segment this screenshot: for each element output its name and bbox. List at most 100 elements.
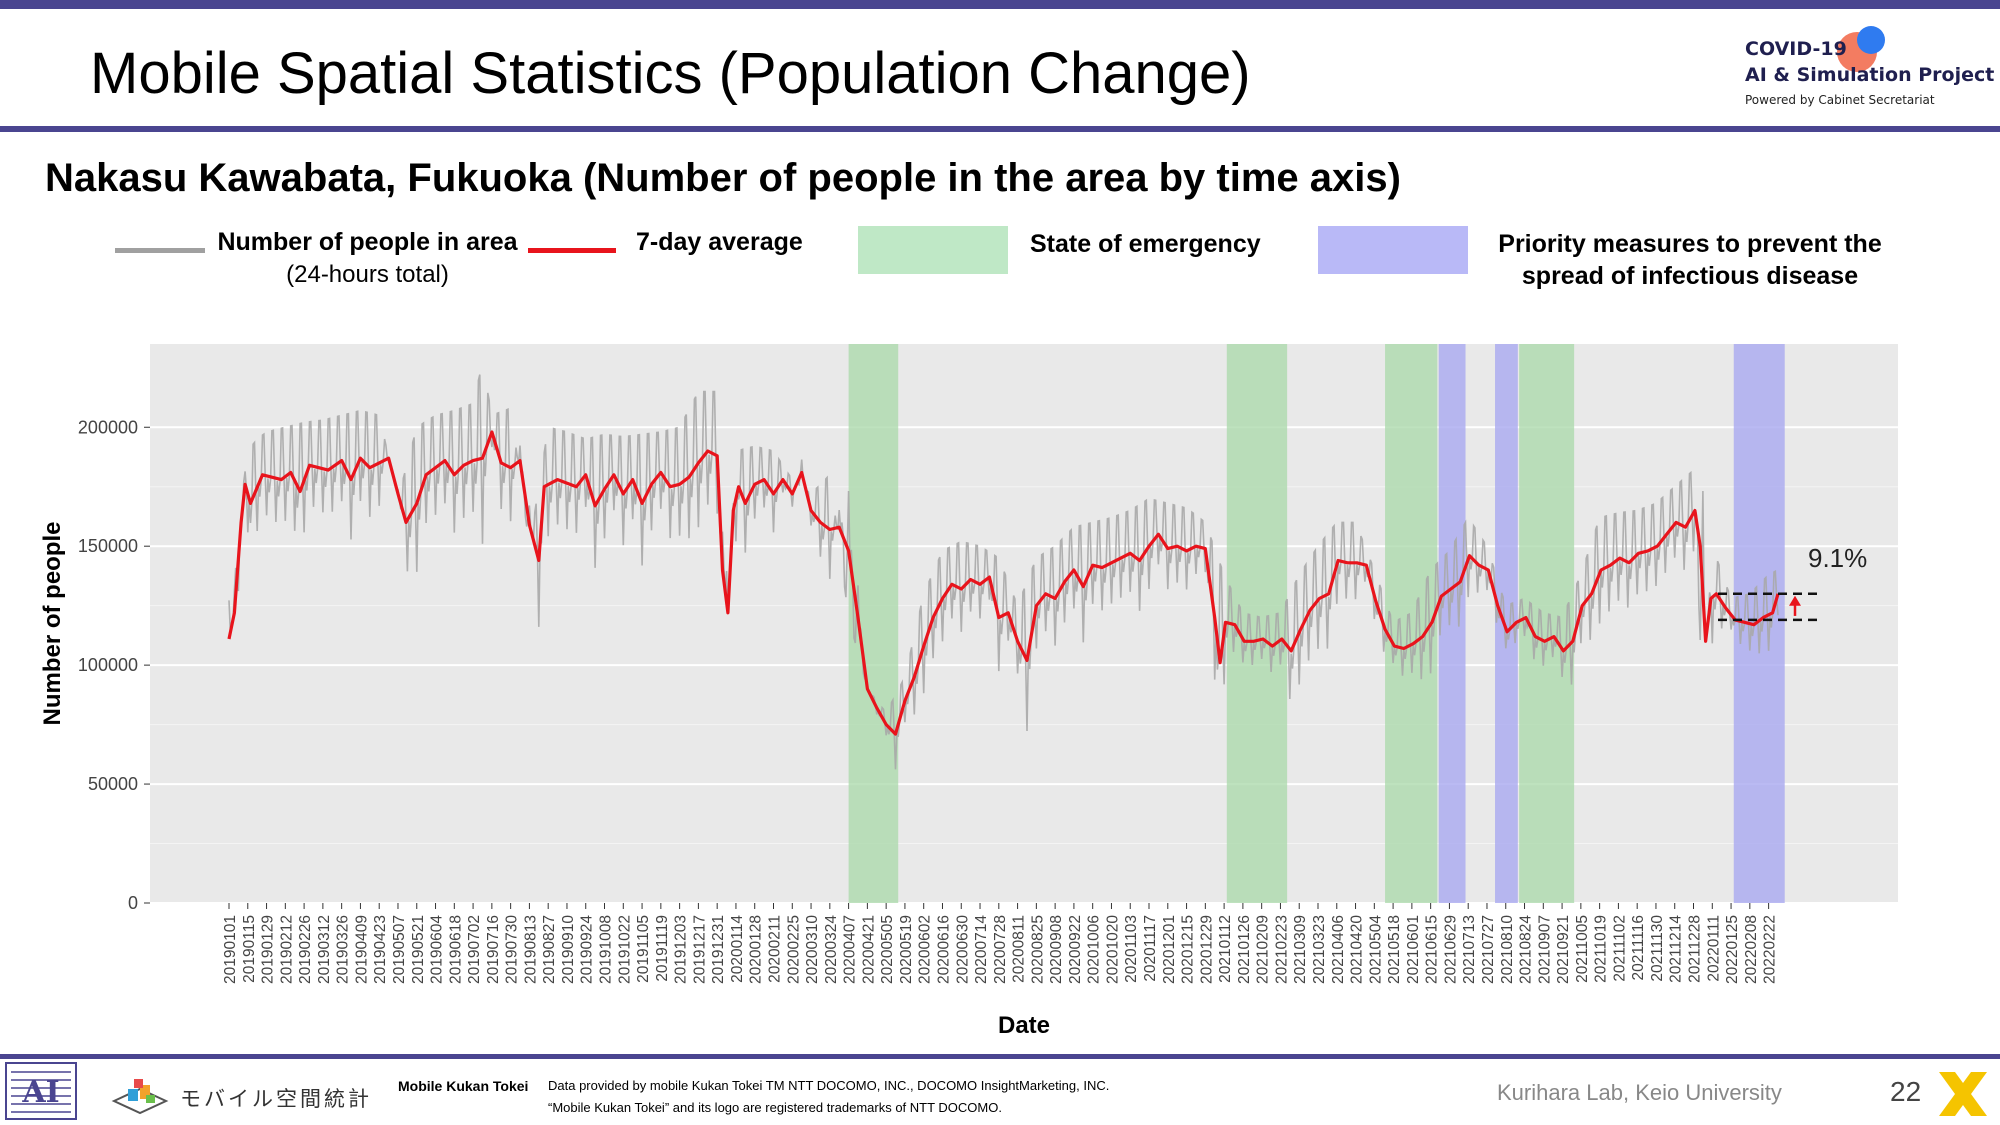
x-tick-label: 20190813 bbox=[522, 915, 539, 984]
series-average-line bbox=[227, 430, 1780, 736]
x-tick-label: 20200211 bbox=[766, 915, 783, 983]
x-tick-label: 20211102 bbox=[1611, 915, 1628, 982]
x-tick-label: 20210907 bbox=[1536, 915, 1553, 984]
legend-priority-label: Priority measures to prevent the spread … bbox=[1498, 230, 1882, 290]
x-tick-label: 20200908 bbox=[1048, 915, 1065, 984]
x-tick-label: 20200310 bbox=[804, 915, 821, 984]
title-divider bbox=[0, 126, 2000, 132]
legend-daily-title: Number of people in area bbox=[217, 228, 518, 256]
x-tick-label: 20200811 bbox=[1011, 915, 1028, 983]
population-chart: 0 50000 100000 150000 200000 20190101 20190115… bbox=[39, 344, 1898, 1039]
x-tick-label: 20200922 bbox=[1067, 915, 1084, 984]
x-tick-label: 20210921 bbox=[1555, 915, 1572, 984]
x-tick-label: 20201006 bbox=[1086, 915, 1103, 984]
x-logo-icon bbox=[1939, 1072, 1987, 1116]
x-tick-label: 20201103 bbox=[1123, 915, 1140, 983]
project-logo: COVID-19 AI & Simulation Project Powered… bbox=[1745, 26, 1994, 115]
x-tick-label: 20190226 bbox=[297, 915, 314, 984]
x-tick-label: 20190212 bbox=[278, 915, 295, 984]
y-tick-label: 0 bbox=[128, 893, 138, 913]
x-axis-label: Date bbox=[998, 1012, 1050, 1039]
logo-blue-dot bbox=[1857, 26, 1885, 54]
x-tick-label: 20190521 bbox=[410, 915, 427, 984]
x-tick-label: 20190730 bbox=[504, 915, 521, 984]
x-tick-label: 20190618 bbox=[447, 915, 464, 984]
x-tick-label: 20190910 bbox=[560, 915, 577, 984]
x-tick-label: 20190716 bbox=[485, 915, 502, 984]
x-tick-label: 20211214 bbox=[1668, 915, 1685, 983]
footer-brand: Mobile Kukan Tokei bbox=[398, 1078, 529, 1094]
cube-icon bbox=[111, 1079, 169, 1115]
x-tick-label: 20201215 bbox=[1180, 915, 1197, 984]
x-tick-label: 20210420 bbox=[1349, 915, 1366, 984]
slide-title: Mobile Spatial Statistics (Population Ch… bbox=[90, 41, 1251, 106]
x-tick-label: 20191217 bbox=[691, 915, 708, 984]
mobile-kukan-tokei-logo: モバイル空間統計 bbox=[110, 1075, 380, 1115]
x-tick-label: 20190924 bbox=[579, 915, 596, 984]
x-tick-label: 20200407 bbox=[842, 915, 859, 984]
x-tick-label: 20191008 bbox=[598, 915, 615, 984]
footer-divider bbox=[0, 1054, 2000, 1059]
legend-daily-swatch bbox=[115, 248, 205, 253]
emergency-band bbox=[848, 344, 899, 903]
project-logo-line1: COVID-19 bbox=[1745, 38, 1847, 60]
x-tick-label: 20190312 bbox=[316, 915, 333, 984]
x-tick-label: 20220208 bbox=[1743, 915, 1760, 984]
footer-lab-name: Kurihara Lab, Keio University bbox=[1497, 1080, 1782, 1105]
x-tick-label: 20200421 bbox=[860, 915, 877, 984]
x-tick-label: 20220111 bbox=[1705, 915, 1722, 982]
priority-band bbox=[1495, 344, 1518, 903]
y-axis-label: Number of people bbox=[39, 521, 66, 725]
x-tick-label: 20201201 bbox=[1161, 915, 1178, 984]
x-tick-label: 20201117 bbox=[1142, 915, 1159, 982]
x-tick-label: 20191105 bbox=[635, 915, 652, 983]
x-tick-label: 20210727 bbox=[1480, 915, 1497, 984]
y-tick-label: 200000 bbox=[78, 417, 138, 437]
x-tick-label: 20200825 bbox=[1029, 915, 1046, 984]
x-tick-label: 20190423 bbox=[372, 915, 389, 984]
x-tick-label: 20210223 bbox=[1273, 915, 1290, 984]
priority-band bbox=[1438, 344, 1466, 903]
footer-trademark-note: “Mobile Kukan Tokei” and its logo are re… bbox=[548, 1100, 1002, 1115]
footer-data-credit: Data provided by mobile Kukan Tokei TM N… bbox=[548, 1078, 1110, 1093]
x-tick-label: 20190115 bbox=[241, 915, 258, 983]
x-tick-label: 20200728 bbox=[992, 915, 1009, 984]
ai-lab-logo: AI bbox=[5, 1062, 77, 1120]
x-tick-label: 20211228 bbox=[1687, 915, 1704, 983]
x-tick-label: 20191119 bbox=[654, 915, 671, 982]
x-tick-label: 20200324 bbox=[823, 915, 840, 984]
x-tick-label: 20210126 bbox=[1236, 915, 1253, 984]
legend-daily-label: Number of people in area (24-hours total… bbox=[215, 226, 520, 291]
plot-background bbox=[150, 344, 1898, 903]
x-tick-label: 20200602 bbox=[917, 915, 934, 984]
x-tick-label: 20200519 bbox=[898, 915, 915, 984]
chart-title: Nakasu Kawabata, Fukuoka (Number of peop… bbox=[45, 156, 1401, 200]
x-tick-label: 20201020 bbox=[1104, 915, 1121, 984]
x-tick-label: 20200114 bbox=[729, 915, 746, 983]
x-tick-label: 20190604 bbox=[429, 915, 446, 984]
x-tick-label: 20190129 bbox=[260, 915, 277, 984]
svg-text:AI: AI bbox=[21, 1075, 59, 1110]
x-tick-label: 20200505 bbox=[879, 915, 896, 984]
x-tick-label: 20210824 bbox=[1518, 915, 1535, 984]
x-tick-label: 20190507 bbox=[391, 915, 408, 984]
x-tick-label: 20200714 bbox=[973, 915, 990, 984]
mobile-kukan-tokei-jp: モバイル空間統計 bbox=[180, 1087, 372, 1111]
project-logo-line2: AI & Simulation Project bbox=[1745, 64, 1995, 86]
y-tick-label: 100000 bbox=[78, 655, 138, 675]
x-tick-label: 20210518 bbox=[1386, 915, 1403, 984]
x-tick-label: 20211130 bbox=[1649, 915, 1666, 982]
x-tick-label: 20210810 bbox=[1499, 915, 1516, 984]
x-tick-label: 20211116 bbox=[1630, 915, 1647, 981]
x-tick-label: 20191203 bbox=[673, 915, 690, 984]
legend-daily-sublabel: (24-hours total) bbox=[286, 261, 449, 288]
x-tick-label: 20210309 bbox=[1292, 915, 1309, 984]
x-tick-label: 20190702 bbox=[466, 915, 483, 984]
x-tick-label: 20190827 bbox=[541, 915, 558, 984]
project-logo-line3: Powered by Cabinet Secretariat bbox=[1745, 93, 1935, 107]
x-tick-label: 20210504 bbox=[1367, 915, 1384, 984]
x-tick-label: 20200630 bbox=[954, 915, 971, 984]
x-tick-label: 20200128 bbox=[748, 915, 765, 984]
x-tick-label: 20210629 bbox=[1442, 915, 1459, 984]
x-tick-label: 20190326 bbox=[335, 915, 352, 984]
